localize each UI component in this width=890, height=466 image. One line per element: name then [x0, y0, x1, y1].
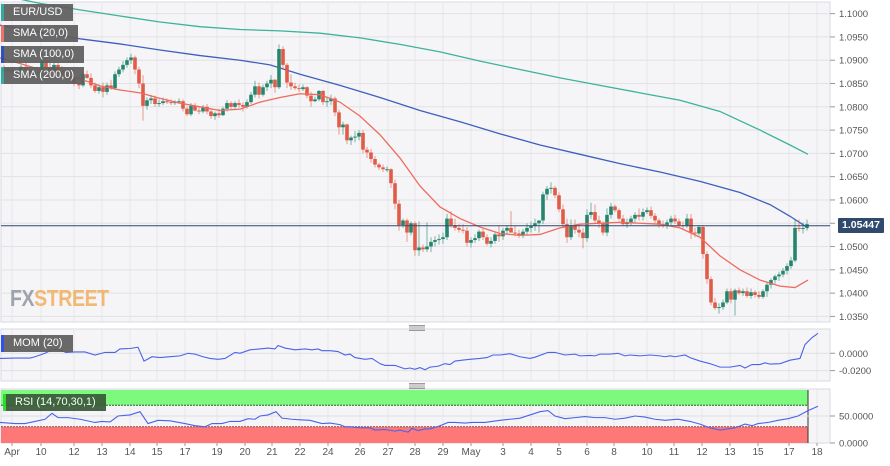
x-axis-label: 27 — [382, 447, 394, 458]
price-axis-tick: 1.0700 — [839, 149, 868, 160]
svg-text:-0.0200: -0.0200 — [839, 366, 871, 377]
price-axis-tick: 1.1000 — [839, 9, 868, 20]
legend-eurusd[interactable]: EUR/USD — [1, 4, 73, 21]
x-axis-label: 17 — [179, 447, 191, 458]
x-axis-label: 15 — [752, 447, 764, 458]
legend-sma100-label: SMA (100,0) — [13, 48, 75, 60]
x-axis-label: 26 — [354, 447, 366, 458]
legend-rsi[interactable]: RSI (14,70,30,1) — [3, 394, 106, 411]
sma200-line — [20, 0, 809, 155]
rsi-line — [0, 405, 819, 433]
x-axis-label: 10 — [641, 447, 653, 458]
price-axis-tick: 1.0900 — [839, 56, 868, 67]
x-axis-label: 21 — [266, 447, 278, 458]
svg-text:50.0000: 50.0000 — [839, 412, 873, 423]
x-axis-label: 22 — [294, 447, 306, 458]
x-axis-label: 20 — [239, 447, 251, 458]
x-axis-label: 19 — [211, 447, 223, 458]
legend-rsi-label: RSI (14,70,30,1) — [15, 396, 96, 408]
legend-sma200[interactable]: SMA (200,0) — [1, 67, 85, 84]
x-axis-label: 8 — [611, 447, 617, 458]
x-axis-label: 24 — [322, 447, 334, 458]
sma20-line — [0, 57, 809, 289]
x-axis-label: 28 — [409, 447, 421, 458]
x-axis-label: 3 — [500, 447, 506, 458]
legend-sma20-label: SMA (20,0) — [13, 27, 69, 39]
legend-sma200-label: SMA (200,0) — [13, 69, 75, 81]
price-axis-tick: 1.0650 — [839, 172, 868, 183]
x-axis-label: 15 — [151, 447, 163, 458]
x-axis-label: 29 — [437, 447, 449, 458]
sma100-line — [0, 24, 809, 229]
price-axis-tick: 1.0350 — [839, 312, 868, 323]
x-axis-label: 4 — [528, 447, 534, 458]
legend-momentum[interactable]: MOM (20) — [1, 335, 73, 352]
last-price-tag: 1.05447 — [838, 218, 884, 234]
rsi-overbought-band — [1, 390, 808, 406]
x-axis-label: 5 — [556, 447, 562, 458]
legend-momentum-label: MOM (20) — [13, 337, 63, 349]
logo-street: STREET — [34, 285, 109, 311]
legend-sma100[interactable]: SMA (100,0) — [1, 46, 85, 63]
svg-text:0.0000: 0.0000 — [839, 439, 868, 450]
x-axis-label: Apr — [4, 447, 20, 458]
legend-sma20[interactable]: SMA (20,0) — [1, 25, 79, 42]
momentum-line — [0, 332, 819, 371]
x-axis-label: 10 — [35, 447, 47, 458]
x-axis-label: 17 — [783, 447, 795, 458]
x-axis-label: 6 — [584, 447, 590, 458]
pane-resize-handle-1[interactable] — [409, 325, 425, 331]
x-axis-label: May — [462, 447, 481, 458]
svg-text:0.0000: 0.0000 — [839, 349, 868, 360]
price-axis-tick: 1.0400 — [839, 289, 868, 300]
x-axis-label: 11 — [669, 447, 680, 458]
fxstreet-logo: FXSTREET — [10, 285, 109, 312]
logo-fx: FX — [10, 285, 35, 311]
x-axis-label: 12 — [696, 447, 708, 458]
x-axis-label: 14 — [124, 447, 136, 458]
x-axis-label: 13 — [96, 447, 108, 458]
price-axis-tick: 1.0600 — [839, 195, 868, 206]
pane-resize-handle-2[interactable] — [409, 383, 425, 389]
rsi-oversold-band — [1, 426, 808, 443]
price-axis-tick: 1.0950 — [839, 32, 868, 43]
price-axis-tick: 1.0750 — [839, 126, 868, 137]
price-axis-tick: 1.0450 — [839, 265, 868, 276]
x-axis-label: 12 — [68, 447, 80, 458]
price-axis-tick: 1.0850 — [839, 79, 868, 90]
price-axis-tick: 1.0800 — [839, 102, 868, 113]
legend-eurusd-label: EUR/USD — [13, 6, 63, 18]
x-axis-label: 18 — [811, 447, 823, 458]
x-axis-label: 13 — [724, 447, 736, 458]
price-axis-tick: 1.0500 — [839, 242, 868, 253]
